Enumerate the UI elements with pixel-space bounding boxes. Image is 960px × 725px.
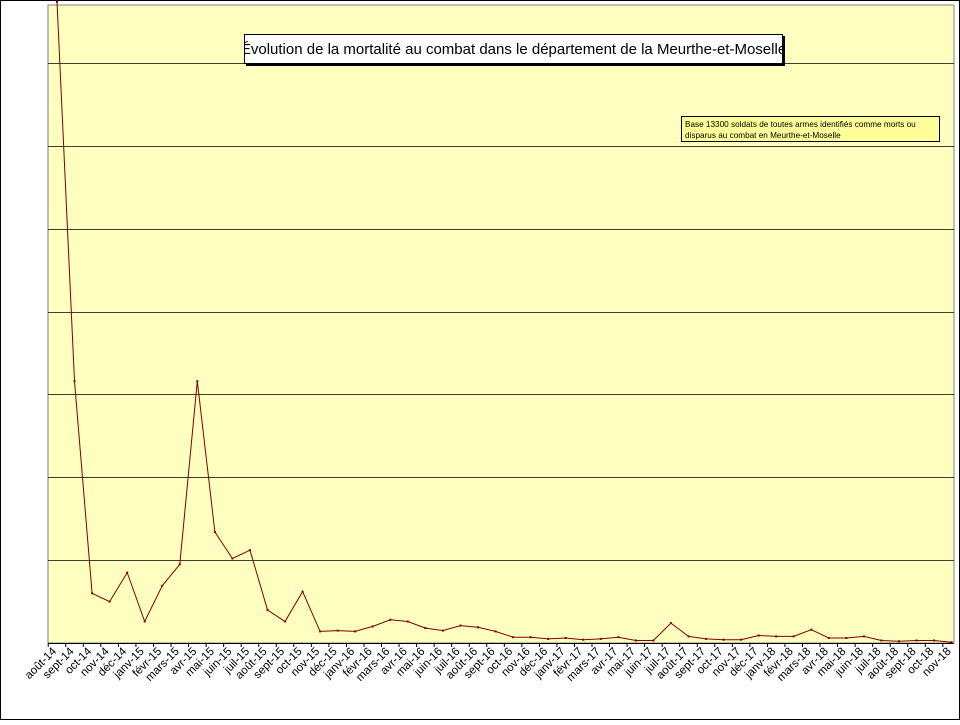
data-point [441, 629, 444, 632]
data-point [301, 590, 304, 593]
data-point [845, 637, 848, 639]
data-point [880, 639, 883, 642]
data-point [389, 618, 392, 621]
data-point [862, 635, 865, 638]
data-point [827, 637, 830, 639]
data-point [354, 630, 357, 633]
data-point [406, 620, 409, 623]
data-point [740, 638, 743, 641]
data-point [705, 637, 707, 640]
data-point [582, 638, 585, 641]
data-point [687, 635, 690, 638]
data-point [477, 626, 479, 629]
data-point [494, 630, 497, 633]
data-point [336, 629, 339, 632]
data-point [950, 641, 953, 644]
series-mortalite [56, 0, 953, 644]
data-point [512, 636, 515, 639]
data-point [319, 630, 322, 633]
data-point [898, 640, 900, 643]
x-axis [47, 643, 954, 647]
data-point [284, 620, 286, 623]
series-line [56, 1, 952, 643]
data-point [564, 637, 567, 639]
plot-area [47, 4, 955, 644]
data-point [56, 0, 58, 3]
data-point [143, 620, 146, 623]
data-point [669, 622, 672, 625]
data-point [73, 380, 76, 383]
data-point [599, 637, 602, 640]
data-point [249, 549, 251, 552]
data-point [617, 636, 620, 639]
annotation-note: Base 13300 soldats de toutes armes ident… [681, 116, 940, 142]
data-point [161, 584, 164, 587]
data-point [91, 592, 94, 595]
data-point [547, 637, 550, 640]
data-point [459, 624, 462, 627]
data-point [529, 636, 532, 639]
data-point [213, 531, 216, 533]
data-point [266, 608, 269, 611]
data-point [652, 639, 655, 642]
data-point [915, 639, 918, 642]
data-point [810, 628, 813, 631]
data-point [108, 600, 111, 603]
data-point [231, 557, 234, 560]
data-point [933, 639, 936, 642]
data-point [722, 638, 725, 641]
data-point [634, 639, 637, 642]
data-point [424, 627, 427, 630]
data-point [371, 625, 374, 628]
data-point [792, 635, 795, 638]
gridlines [48, 63, 954, 561]
data-point [178, 563, 181, 566]
data-point [126, 571, 129, 574]
data-point [196, 380, 199, 383]
data-point [775, 635, 778, 638]
data-point [757, 634, 760, 637]
chart-title: Évolution de la mortalité au combat dans… [244, 34, 783, 64]
